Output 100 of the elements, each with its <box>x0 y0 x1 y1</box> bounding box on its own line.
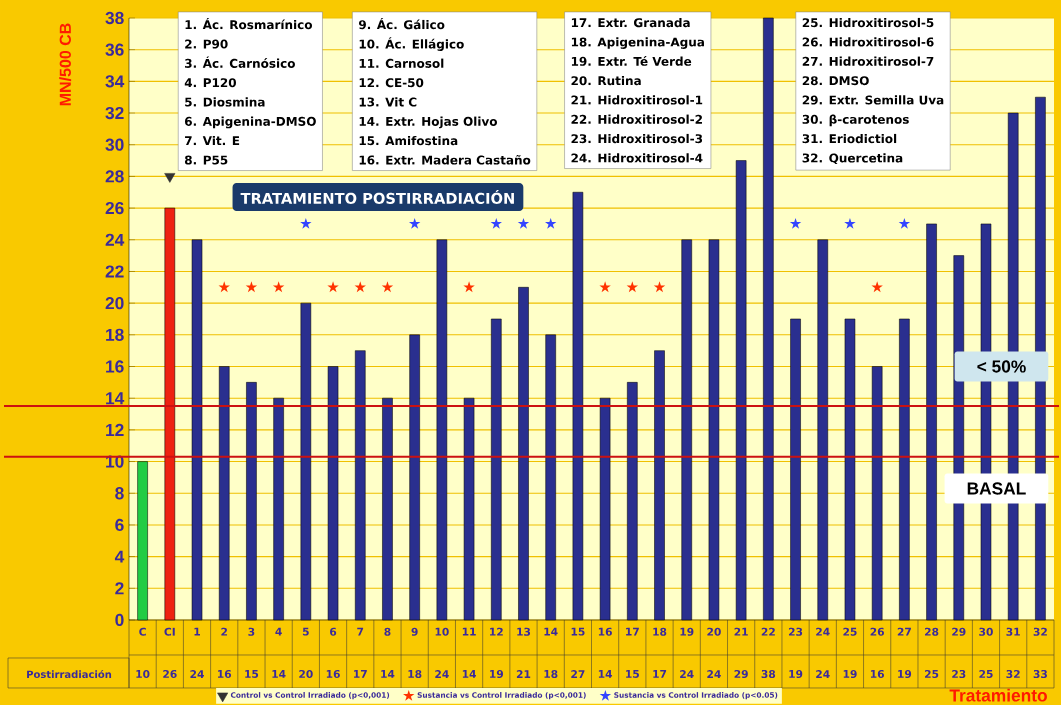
y-tick-label: 8 <box>115 487 124 500</box>
x-tick-label: 29 <box>952 627 966 636</box>
annotation: 15. Amifostina <box>359 135 458 146</box>
data-label: 15 <box>245 670 259 678</box>
x-tick-label: 24 <box>816 627 830 636</box>
y-tick-label: 14 <box>106 392 125 405</box>
x-tick-label: 30 <box>979 627 993 636</box>
annotation: 2. P90 <box>185 39 228 49</box>
text: Postirradiación <box>27 669 112 679</box>
data-label: 17 <box>653 670 667 678</box>
data-label: 14 <box>272 670 286 678</box>
y-tick-label: 34 <box>105 75 125 88</box>
data-label: 21 <box>516 670 531 678</box>
y-tick-label: 4 <box>114 550 125 563</box>
x-tick-label: 28 <box>924 627 939 636</box>
data-label: 10 <box>136 669 150 679</box>
ref-line-label: BASAL <box>967 482 1026 495</box>
annotation: 31. Eriodictiol <box>802 133 897 144</box>
x-tick-label: 5 <box>302 627 309 636</box>
data-label: 24 <box>435 670 449 678</box>
annotation: 13. Vit C <box>359 97 417 107</box>
data-label: 24 <box>816 670 830 678</box>
x-tick-label: 2 <box>221 627 228 636</box>
annotation: 14. Extr. Hojas Olivo <box>359 116 497 129</box>
data-label: 24 <box>680 670 694 678</box>
y-tick-label: 32 <box>105 106 124 120</box>
annotation: 5. Diosmina <box>185 97 265 107</box>
x-tick-label: 14 <box>544 627 558 636</box>
data-label: 27 <box>571 670 585 678</box>
x-tick-label: 10 <box>435 627 449 636</box>
annotation: 23. Hidroxitirosol-3 <box>571 133 703 144</box>
annotation: 7. Vit. E <box>185 135 240 146</box>
y-tick-label: 30 <box>105 138 124 151</box>
annotation: 19. Extr. Té Verde <box>571 56 692 66</box>
y-tick-label: 24 <box>105 233 125 246</box>
data-label: 26 <box>163 669 177 679</box>
x-tick-label: 6 <box>330 627 337 636</box>
data-label: 24 <box>190 670 204 678</box>
annotation: 9. Ác. Gálico <box>358 17 445 30</box>
annotation: 24. Hidroxitirosol-4 <box>571 153 703 163</box>
y-tick-label: 6 <box>115 518 124 532</box>
data-label: 19 <box>789 669 803 679</box>
data-label: 16 <box>326 669 340 679</box>
x-tick-label: 15 <box>571 627 585 636</box>
annotation: 4. P120 <box>184 78 236 88</box>
annotation: 11. Carnosol <box>359 58 444 68</box>
y-tick-label: 20 <box>105 297 124 310</box>
data-label: 33 <box>1033 669 1047 679</box>
data-label: 24 <box>707 670 721 678</box>
data-label: 15 <box>626 670 639 678</box>
y-tick-label: 36 <box>105 43 124 56</box>
data-label: 25 <box>979 669 993 679</box>
data-label: 23 <box>952 669 966 679</box>
x-tick-label: 17 <box>626 627 639 636</box>
x-tick-label: 13 <box>517 627 531 636</box>
text: TRATAMIENTO POSTIRRADIACIÓN <box>240 190 514 204</box>
x-tick-label: 18 <box>653 627 667 636</box>
annotation: 32. Quercetina <box>802 153 903 165</box>
annotation: 1. Ác. Rosmarínico <box>185 17 313 30</box>
annotation: 25. Hidroxitirosol-5 <box>802 17 934 28</box>
y-axis-title: MN/500 CB <box>59 23 72 106</box>
y-tick-label: 0 <box>115 613 124 627</box>
x-tick-label: 20 <box>707 627 721 636</box>
annotation: 18. Apigenina-Agua <box>571 37 704 49</box>
annotation: 28. DMSO <box>802 76 869 86</box>
x-tick-label: 7 <box>357 627 364 636</box>
x-tick-label: 32 <box>1033 627 1047 636</box>
annotation: 16. Extr. Madera Castaño <box>359 155 531 165</box>
annotation: 17. Extr. Granada <box>571 17 690 28</box>
x-tick-label: 11 <box>462 627 476 636</box>
annotation: 29. Extr. Semilla Uva <box>802 95 944 105</box>
annotation: 20. Rutina <box>571 75 641 86</box>
x-tick-label: 1 <box>194 627 200 636</box>
y-tick-label: 18 <box>106 328 124 341</box>
y-tick-label: 12 <box>106 423 124 436</box>
x-tick-label: 27 <box>897 627 911 636</box>
annotation: 22. Hidroxitirosol-2 <box>571 114 702 124</box>
data-label: 18 <box>408 669 422 679</box>
annotation: 10. Ác. Ellágico <box>359 37 464 51</box>
data-label: 16 <box>870 669 884 679</box>
x-axis-title: Tratamiento <box>949 688 1047 702</box>
x-tick-label: 25 <box>843 627 857 636</box>
data-label: 20 <box>299 669 313 679</box>
x-tick-label: 12 <box>490 627 503 636</box>
x-tick-label: 16 <box>598 627 612 636</box>
y-tick-label: 2 <box>115 582 124 595</box>
y-tick-label: 16 <box>106 360 124 373</box>
x-tick-label: 4 <box>275 627 282 636</box>
annotation: 6. Apigenina-DMSO <box>184 116 316 129</box>
data-label: 25 <box>924 669 939 679</box>
annotation: 8. P55 <box>184 155 228 165</box>
data-label: 29 <box>734 669 748 679</box>
annotation: 26. Hidroxitirosol-6 <box>802 37 934 47</box>
annotation: 3. Ác. Carnósico <box>185 56 295 68</box>
data-label: 32 <box>1006 669 1020 679</box>
annotation: 27. Hidroxitirosol-7 <box>802 56 934 66</box>
annotation: < 50% <box>977 360 1026 373</box>
y-tick-label: 38 <box>105 11 124 25</box>
annotation: 12. CE-50 <box>359 78 424 88</box>
data-label: 14 <box>381 670 395 678</box>
